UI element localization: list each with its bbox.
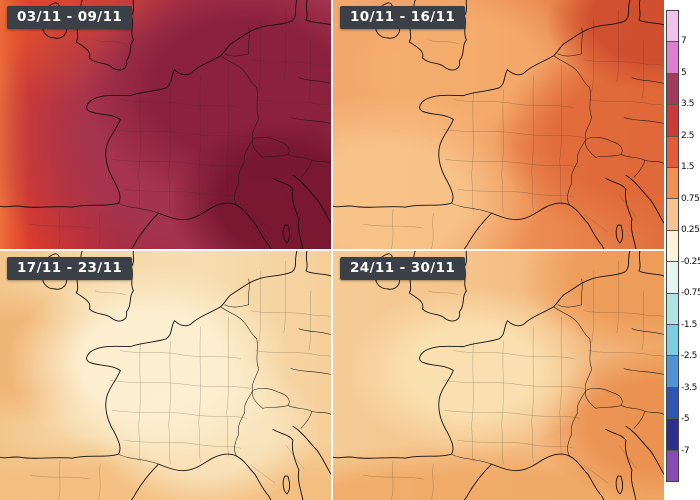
date-badge-week3: 17/11 - 23/11 bbox=[7, 257, 133, 280]
colorbar-tick-label: -0.75 bbox=[681, 288, 700, 299]
basemap-week1 bbox=[0, 0, 331, 249]
colorbar-band bbox=[667, 11, 678, 42]
colorbar-tick-label: 0.75 bbox=[681, 193, 700, 204]
map-panel-week2: 10/11 - 16/11 bbox=[333, 0, 664, 249]
colorbar-band bbox=[667, 292, 678, 325]
colorbar-tick-label: -7 bbox=[681, 445, 690, 456]
colorbar: 7 5 3.5 2.5 1.5 0.75 0.25 -0.25 -0.75 -1.5 -2.5 -3.… bbox=[664, 0, 700, 500]
colorbar-tick-label: 3.5 bbox=[681, 99, 695, 110]
map-panel-week3: 17/11 - 23/11 bbox=[0, 251, 331, 500]
map-panel-week1: 03/11 - 09/11 bbox=[0, 0, 331, 249]
date-badge-week1: 03/11 - 09/11 bbox=[7, 6, 133, 29]
colorbar-tick-label: -1.5 bbox=[681, 319, 697, 330]
date-badge-week2: 10/11 - 16/11 bbox=[340, 6, 466, 29]
basemap-week3 bbox=[0, 251, 331, 500]
colorbar-tick-label: -5 bbox=[681, 414, 690, 425]
colorbar-band bbox=[667, 418, 678, 450]
colorbar-tick-label: 5 bbox=[681, 67, 687, 78]
colorbar-tick-label: -3.5 bbox=[681, 382, 697, 393]
maps-grid: 03/11 - 09/11 10/11 - 16/11 17/11 - 23/1… bbox=[0, 0, 664, 500]
basemap-week4 bbox=[333, 251, 664, 500]
colorbar-band bbox=[667, 72, 678, 105]
colorbar-band bbox=[667, 386, 678, 419]
colorbar-tick-label: 0.25 bbox=[681, 225, 700, 236]
colorbar-tick-label: -0.25 bbox=[681, 256, 700, 267]
colorbar-tick-label: -2.5 bbox=[681, 351, 697, 362]
colorbar-tick-label: 1.5 bbox=[681, 162, 695, 173]
map-panel-week4: 24/11 - 30/11 bbox=[333, 251, 664, 500]
colorbar-band bbox=[667, 355, 678, 387]
colorbar-band bbox=[667, 229, 678, 262]
colorbar-band bbox=[667, 198, 678, 230]
basemap-week2 bbox=[333, 0, 664, 249]
colorbar-band bbox=[667, 449, 678, 482]
colorbar-band bbox=[667, 167, 678, 199]
date-badge-week4: 24/11 - 30/11 bbox=[340, 257, 466, 280]
colorbar-band bbox=[667, 261, 678, 293]
colorbar-tick-label: 2.5 bbox=[681, 130, 695, 141]
colorbar-bands bbox=[666, 10, 679, 482]
colorbar-band bbox=[667, 324, 678, 356]
colorbar-band bbox=[667, 41, 678, 73]
colorbar-tick-label: 7 bbox=[681, 36, 687, 47]
colorbar-band bbox=[667, 135, 678, 168]
colorbar-band bbox=[667, 104, 678, 136]
